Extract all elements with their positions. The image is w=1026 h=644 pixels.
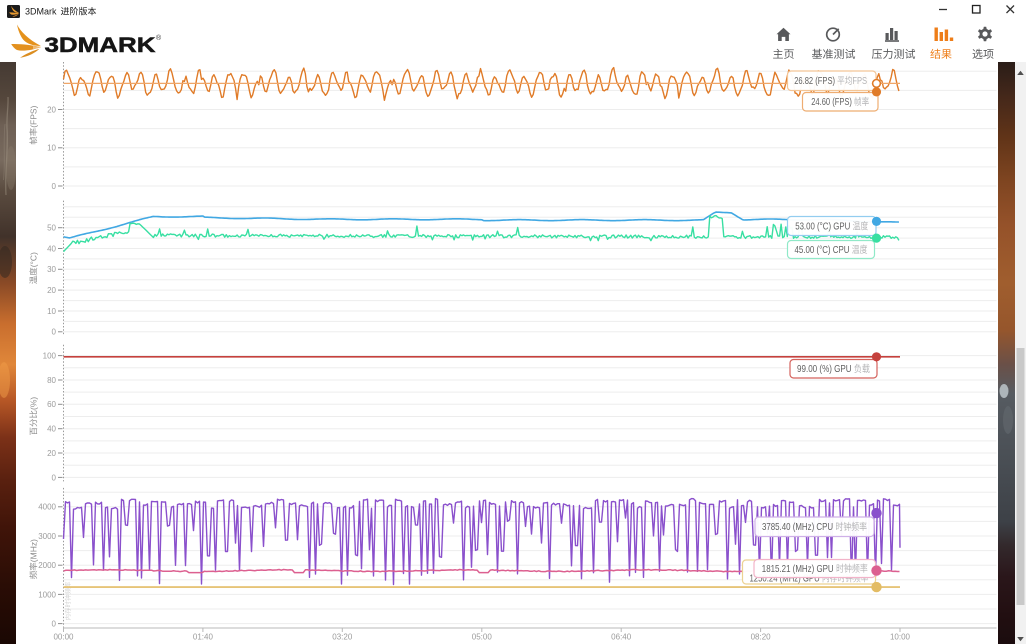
svg-text:20: 20	[47, 449, 56, 458]
svg-text:0: 0	[52, 182, 57, 191]
svg-text:(%): (%)	[29, 397, 39, 410]
svg-text:0: 0	[52, 473, 57, 482]
svg-text:10: 10	[47, 144, 56, 153]
svg-text:08:20: 08:20	[751, 633, 772, 642]
svg-text:40: 40	[47, 244, 56, 253]
svg-text:2000: 2000	[38, 561, 56, 570]
svg-text:3DMark: 3DMark	[25, 7, 57, 17]
svg-text:99.00 (%) GPU: 99.00 (%) GPU	[797, 363, 852, 374]
svg-text:40: 40	[47, 425, 56, 434]
svg-text:26.82 (FPS): 26.82 (FPS)	[794, 75, 835, 86]
svg-text:24.60 (FPS): 24.60 (FPS)	[811, 96, 852, 107]
svg-text:3000: 3000	[38, 532, 56, 541]
svg-text:4000: 4000	[38, 503, 56, 512]
svg-text:(FPS): (FPS)	[29, 105, 39, 127]
svg-text:50: 50	[47, 224, 56, 233]
svg-text:20: 20	[47, 286, 56, 295]
svg-text:53.00 (°C) GPU: 53.00 (°C) GPU	[795, 221, 850, 232]
svg-text:1000: 1000	[38, 590, 56, 599]
svg-text:(MHz): (MHz)	[29, 539, 39, 562]
svg-text:20: 20	[47, 105, 56, 114]
svg-text:30: 30	[47, 265, 56, 274]
svg-text:3785.40 (MHz) CPU: 3785.40 (MHz) CPU	[762, 521, 833, 532]
svg-text:FPS: FPS	[852, 75, 867, 86]
svg-text:100: 100	[43, 352, 57, 361]
svg-text:0: 0	[52, 328, 57, 337]
svg-text:80: 80	[47, 376, 56, 385]
svg-text:00:00: 00:00	[53, 633, 74, 642]
svg-text:60: 60	[47, 400, 56, 409]
svg-text:®: ®	[156, 34, 162, 42]
svg-text:1815.21 (MHz) GPU: 1815.21 (MHz) GPU	[762, 563, 834, 574]
svg-text:06:40: 06:40	[611, 633, 632, 642]
svg-text:0: 0	[52, 620, 57, 629]
svg-text:45.00 (°C) CPU: 45.00 (°C) CPU	[795, 244, 850, 255]
svg-text:10:00: 10:00	[890, 633, 911, 642]
svg-text:3DMARK: 3DMARK	[45, 34, 156, 57]
svg-text:03:20: 03:20	[332, 633, 353, 642]
svg-text:01:40: 01:40	[193, 633, 214, 642]
svg-text:1250.24 (MHz) GPU: 1250.24 (MHz) GPU	[750, 573, 820, 584]
svg-text:05:00: 05:00	[472, 633, 493, 642]
svg-text:(°C): (°C)	[29, 252, 39, 267]
svg-text:10: 10	[47, 307, 56, 316]
